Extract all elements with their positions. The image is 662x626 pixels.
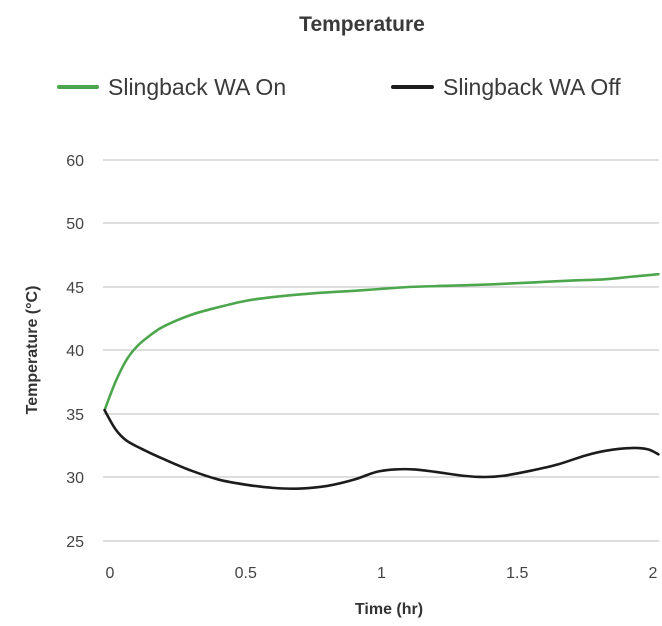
x-tick-label: 2 [649, 565, 658, 582]
series-line-wa-on [103, 272, 660, 412]
series-layer [103, 272, 660, 490]
y-tick-label: 40 [66, 343, 84, 360]
x-tick-label: 1 [377, 565, 386, 582]
y-axis-label: Temperature (°C) [24, 286, 41, 415]
legend-item-off[interactable]: Slingback WA Off [391, 74, 621, 100]
legend-item-on[interactable]: Slingback WA On [57, 74, 286, 100]
legend-label-off: Slingback WA Off [443, 74, 621, 100]
y-tick-label: 35 [66, 407, 84, 424]
y-tick-label: 30 [66, 470, 84, 487]
x-tick-label: 0.5 [235, 565, 257, 582]
legend: Slingback WA On Slingback WA Off [57, 74, 621, 100]
x-tick-label: 0 [106, 565, 115, 582]
y-tick-label: 25 [66, 534, 84, 551]
x-axis-ticks: 0 0.5 1 1.5 2 [106, 565, 658, 582]
y-tick-label: 60 [66, 153, 84, 170]
y-tick-label: 50 [66, 216, 84, 233]
chart-title: Temperature [299, 13, 425, 36]
x-tick-label: 1.5 [506, 565, 528, 582]
legend-label-on: Slingback WA On [108, 74, 286, 100]
y-axis-ticks: 25 30 35 40 45 50 60 [66, 153, 84, 551]
x-axis-label: Time (hr) [355, 601, 423, 618]
gridlines [103, 159, 659, 542]
series-line-wa-off [103, 408, 660, 490]
y-tick-label: 45 [66, 280, 84, 297]
